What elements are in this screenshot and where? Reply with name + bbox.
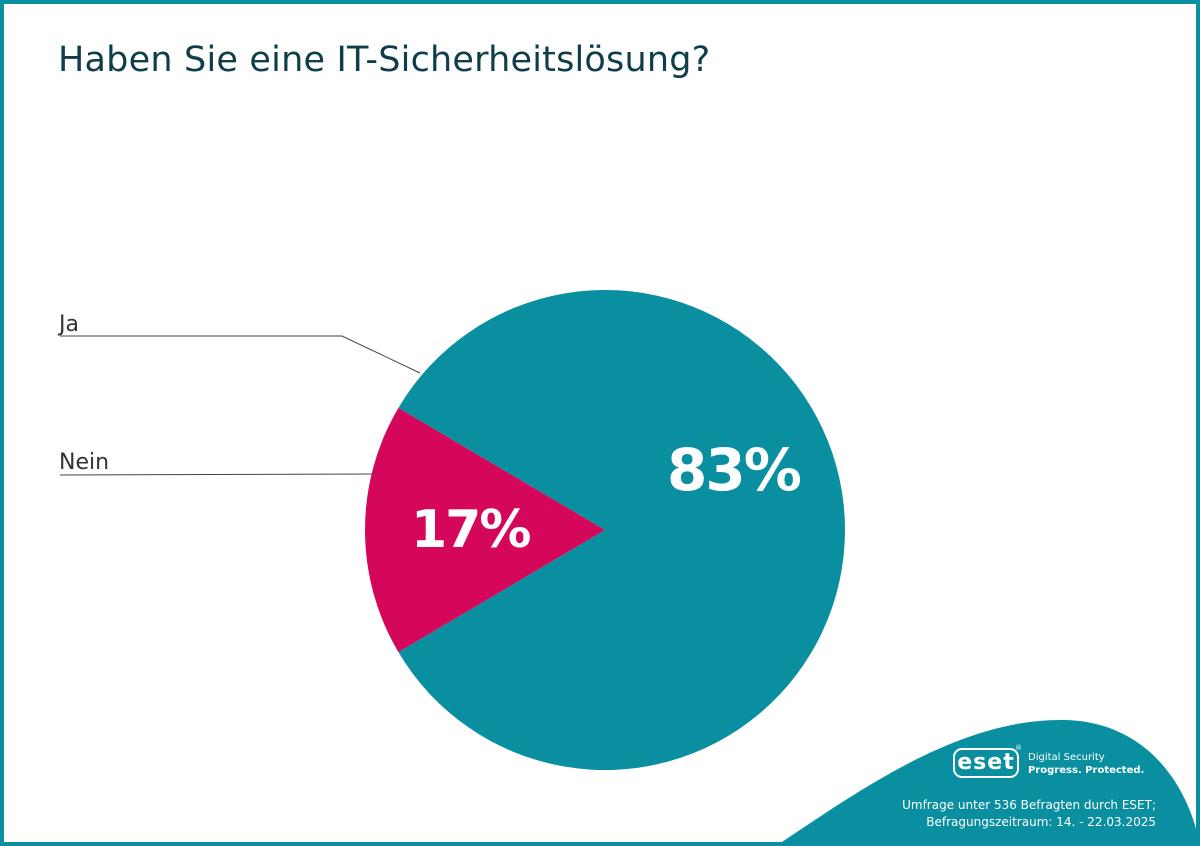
pie-slice-ja	[398, 290, 846, 771]
footnote-line-1: Umfrage unter 536 Befragten durch ESET;	[902, 798, 1156, 812]
legend-label-ja: Ja	[59, 312, 79, 337]
eset-logo: eset	[953, 748, 1019, 778]
legend-label-nein: Nein	[59, 450, 110, 475]
leader-line-nein	[59, 473, 375, 476]
registered-mark: ®	[1015, 744, 1022, 752]
brand-tagline-1: Digital Security	[1028, 752, 1105, 763]
leader-line-ja	[60, 335, 421, 374]
footnote-line-2: Befragungszeitraum: 14. - 22.03.2025	[926, 815, 1156, 829]
pie-slice-nein	[365, 407, 605, 653]
data-label-nein: 17%	[411, 500, 531, 560]
brand-tagline-2: Progress. Protected.	[1028, 765, 1145, 776]
chart-title: Haben Sie eine IT-Sicherheitslösung?	[58, 40, 711, 80]
data-label-ja: 83%	[667, 436, 802, 504]
